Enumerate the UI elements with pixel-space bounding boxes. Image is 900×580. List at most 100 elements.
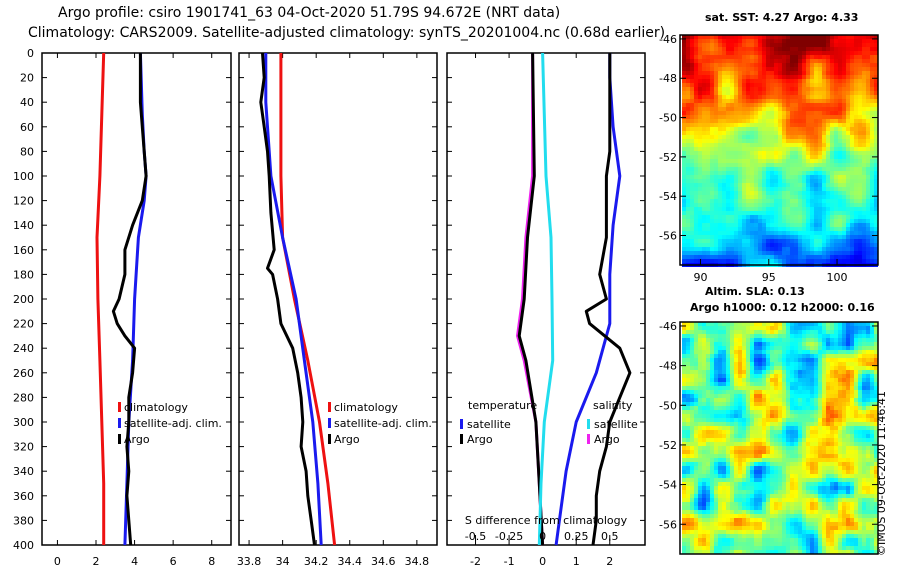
- map-y-tick-label: -56: [659, 230, 677, 243]
- x-tick-label: 8: [208, 555, 215, 568]
- legend-label: satellite: [467, 418, 511, 431]
- sst-heatmap-cells: [682, 35, 878, 267]
- secondary-x-tick-label: 0.25: [564, 530, 589, 543]
- map-y-tick-label: -52: [659, 151, 677, 164]
- depth-tick-label: 200: [13, 293, 34, 306]
- x-tick-label: -1: [504, 555, 515, 568]
- map-x-tick-label: 95: [762, 271, 776, 284]
- sla-map-frame: [679, 321, 879, 555]
- depth-tick-label: 400: [13, 539, 34, 552]
- x-tick-label: -2: [470, 555, 481, 568]
- x-tick-label: 0: [539, 555, 546, 568]
- sla-map-title-2: Argo h1000: 0.12 h2000: 0.16: [690, 301, 875, 314]
- legend-label: satellite: [594, 418, 638, 431]
- series-line-climatology: [95, 52, 106, 545]
- depth-tick-label: 300: [13, 416, 34, 429]
- series-line-climatology: [279, 53, 337, 546]
- depth-tick-label: 40: [20, 96, 34, 109]
- legend-label: Argo: [334, 433, 360, 446]
- legend-swatch: [118, 402, 121, 412]
- x-tick-label: 1: [573, 555, 580, 568]
- map-y-tick-label: -56: [659, 518, 677, 531]
- depth-tick-label: 340: [13, 465, 34, 478]
- depth-tick-label: 0: [27, 47, 34, 60]
- depth-tick-label: 160: [13, 244, 34, 257]
- chart-title-line1: Argo profile: csiro 1901741_63 04-Oct-20…: [58, 5, 561, 21]
- secondary-x-tick-label: -0.5: [465, 530, 486, 543]
- legend-label: Argo: [124, 433, 150, 446]
- legend-label: climatology: [334, 401, 398, 414]
- series-line-Argo: [259, 52, 316, 546]
- x-tick-label: 34.8: [405, 555, 430, 568]
- sst-map-title: sat. SST: 4.27 Argo: 4.33: [705, 11, 859, 24]
- x-tick-label: 33.8: [237, 555, 262, 568]
- depth-tick-label: 380: [13, 514, 34, 527]
- x-tick-label: 34.4: [337, 555, 362, 568]
- x-tick-label: 6: [170, 555, 177, 568]
- x-tick-label: 2: [606, 555, 613, 568]
- series-line-temperature-argo: [517, 52, 545, 546]
- depth-tick-label: 80: [20, 145, 34, 158]
- series-line-Argo: [111, 53, 148, 546]
- secondary-axis-label: S difference from climatology: [465, 514, 628, 527]
- depth-tick-label: 120: [13, 195, 34, 208]
- depth-tick-label: 240: [13, 342, 34, 355]
- depth-tick-label: 60: [20, 121, 34, 134]
- legend-swatch: [460, 434, 463, 444]
- depth-tick-label: 280: [13, 391, 34, 404]
- map-x-tick-label: 100: [827, 271, 848, 284]
- legend-swatch: [328, 402, 331, 412]
- legend-swatch: [587, 419, 590, 429]
- legend-label: Argo: [594, 433, 620, 446]
- x-tick-label: 0: [54, 555, 61, 568]
- secondary-x-tick-label: 0: [539, 530, 546, 543]
- map-y-tick-label: -50: [659, 399, 677, 412]
- sla-heatmap-cells: [682, 322, 878, 554]
- map-y-tick-label: -46: [659, 320, 677, 333]
- legend-swatch: [328, 434, 331, 444]
- x-tick-label: 34.6: [371, 555, 396, 568]
- depth-tick-label: 100: [13, 170, 34, 183]
- series-line-salinity-argo-diff: [584, 53, 632, 546]
- map-x-tick-label: 90: [693, 271, 707, 284]
- legend-swatch: [118, 434, 121, 444]
- x-tick-label: 2: [93, 555, 100, 568]
- x-tick-label: 34: [276, 555, 290, 568]
- series-line-salinity-satellite-diff: [554, 53, 622, 546]
- map-y-tick-label: -48: [659, 360, 677, 373]
- depth-tick-label: 220: [13, 318, 34, 331]
- legend-swatch: [460, 419, 463, 429]
- panel-frame: [41, 52, 232, 546]
- depth-tick-label: 20: [20, 72, 34, 85]
- series-line-satellite-adj. clim.: [264, 53, 323, 546]
- sst-map-frame: [679, 34, 879, 266]
- legend-title-temperature: temperature: [468, 399, 537, 412]
- legend-swatch: [328, 418, 331, 428]
- secondary-x-tick-label: 0.5: [601, 530, 619, 543]
- secondary-x-tick-label: -0.25: [495, 530, 523, 543]
- depth-tick-label: 140: [13, 219, 34, 232]
- map-y-tick-label: -54: [659, 479, 677, 492]
- map-y-tick-label: -54: [659, 190, 677, 203]
- x-tick-label: 34.2: [304, 555, 329, 568]
- sla-map-title-1: Altim. SLA: 0.13: [705, 285, 805, 298]
- chart-title-line2: Climatology: CARS2009. Satellite-adjuste…: [28, 25, 666, 41]
- x-tick-label: 4: [131, 555, 138, 568]
- legend-label: climatology: [124, 401, 188, 414]
- legend-label: satellite-adj. clim.: [124, 417, 222, 430]
- depth-tick-label: 180: [13, 268, 34, 281]
- legend-label: Argo: [467, 433, 493, 446]
- map-y-tick-label: -50: [659, 112, 677, 125]
- legend-title-salinity: salinity: [593, 399, 633, 412]
- legend-swatch: [118, 418, 121, 428]
- series-line-salinity-satellite: [537, 52, 555, 546]
- map-y-tick-label: -46: [659, 33, 677, 46]
- depth-tick-label: 260: [13, 367, 34, 380]
- legend-label: satellite-adj. clim.: [334, 417, 432, 430]
- depth-tick-label: 320: [13, 441, 34, 454]
- legend-swatch: [587, 434, 590, 444]
- map-y-tick-label: -52: [659, 439, 677, 452]
- depth-tick-label: 360: [13, 490, 34, 503]
- map-y-tick-label: -48: [659, 72, 677, 85]
